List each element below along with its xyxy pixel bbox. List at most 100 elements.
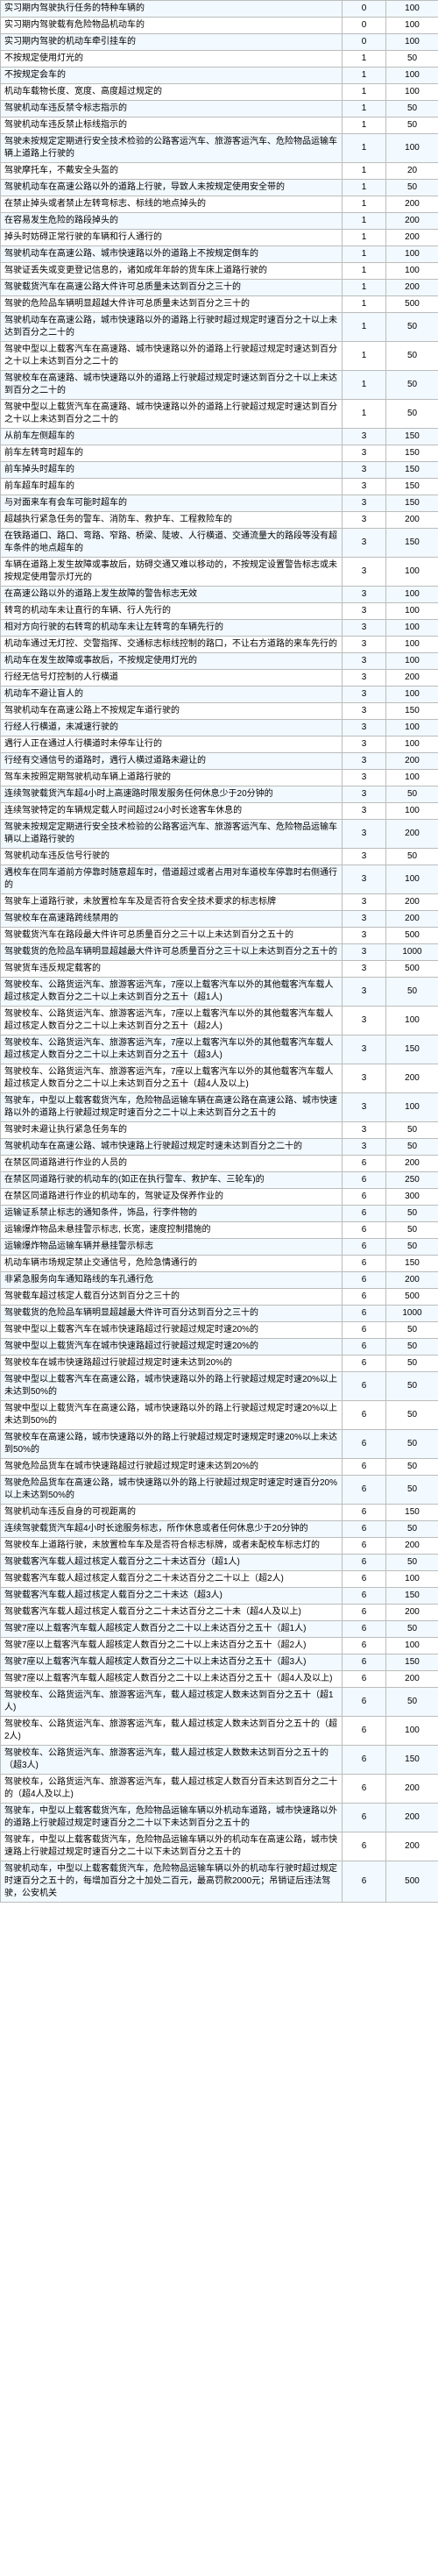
table-row: 不按规定会车的1100	[1, 68, 438, 84]
violation-description: 驾驶机动车在高速公路上不按规定车道行驶的	[1, 703, 343, 720]
fine-value: 50	[386, 1555, 438, 1571]
fine-value: 300	[386, 1189, 438, 1206]
fine-value: 100	[386, 68, 438, 84]
fine-value: 50	[386, 1322, 438, 1339]
violation-description: 驾驶中型以上载货汽车在高速路、城市快速路以外的道路上行驶超过规定时速达到百分之十…	[1, 400, 343, 429]
points-value: 1	[343, 163, 386, 180]
violation-description: 驾驶危险品货车在城市快速路超过行驶超过规定时速未达到20%的	[1, 1459, 343, 1476]
fine-value: 150	[386, 479, 438, 495]
violation-description: 掉头时妨碍正常行驶的车辆和行人通行的	[1, 230, 343, 246]
table-row: 在铁路道口、路口、弯路、窄路、桥梁、陡坡、人行横道、交通流量大的路段等没有超车条…	[1, 529, 438, 558]
points-value: 6	[343, 1459, 386, 1476]
fine-value: 100	[386, 1, 438, 18]
table-row: 连续驾驶特定的车辆规定载人时间超过24小时长途客车休息的3100	[1, 803, 438, 820]
points-value: 1	[343, 280, 386, 296]
points-value: 3	[343, 1093, 386, 1122]
table-row: 转弯的机动车未让直行的车辆、行人先行的3100	[1, 603, 438, 620]
table-row: 运输爆炸物品运输车辆并悬挂警示标志650	[1, 1239, 438, 1256]
points-value: 6	[343, 1571, 386, 1588]
violation-description: 驾驶载车超过核定人载百分达到百分之三十的	[1, 1289, 343, 1306]
violation-description: 车辆在道路上发生故障或事故后，妨碍交通又难以移动的，不按规定设置警告标志或未按规…	[1, 558, 343, 587]
fine-value: 200	[386, 911, 438, 928]
fine-value: 100	[386, 737, 438, 753]
table-row: 驾驶中型以上载客汽车在高速公路，城市快速路以外的路上行驶超过规定时速20%以上未…	[1, 1372, 438, 1401]
violation-description: 驾驶证丢失或变更登记信息的，诸如成年年龄的货车床上道路行驶的	[1, 263, 343, 280]
fine-value: 200	[386, 820, 438, 849]
points-value: 3	[343, 911, 386, 928]
fine-value: 200	[386, 213, 438, 230]
table-row: 驾驶机动车在高速公路、城市快速路以外的道路上不按规定倒车的1100	[1, 246, 438, 263]
table-row: 驾驶车，中型以上载客载货汽车，危险物品运输车辆以外机动车道路，城市快速路以外的道…	[1, 1804, 438, 1832]
violation-description: 驾驶7座以上载客汽车载人超核定人数百分之二十以上未达百分之五十（超4人及以上)	[1, 1671, 343, 1688]
table-row: 前车掉头时超车的3150	[1, 462, 438, 479]
violation-description: 驾驶载客汽车载人超过核定人载百分之二十未达（超3人)	[1, 1588, 343, 1605]
violation-description: 驾驶车上道路行驶，未放置检车车及是否符合安全技术要求的标志标牌	[1, 894, 343, 911]
violation-description: 驾驶机动车在高速公路，城市快速路以外的道路上行驶时超过规定时速百分之十以上未达到…	[1, 313, 343, 342]
violation-description: 相对方向行驶的右转弯的机动车未让左转弯的车辆先行的	[1, 620, 343, 637]
fine-value: 150	[386, 429, 438, 445]
points-value: 6	[343, 1804, 386, 1832]
violation-description: 驾驶载货汽车在路段最大件许可总质量百分之三十以上未达到百分之五十的	[1, 928, 343, 944]
violation-description: 驾驶未按规定定期进行安全技术检验的公路客运汽车、旅游客运汽车、危险物品运输车辆上…	[1, 134, 343, 163]
violation-description: 在禁区同道路进行作业的人员的	[1, 1156, 343, 1172]
table-row: 运输证系禁止标志的通知条件，饰品，行李件物的650	[1, 1206, 438, 1222]
fine-value: 100	[386, 84, 438, 101]
fine-value: 50	[386, 1476, 438, 1505]
table-row: 在禁区同道路进行作业的人员的6200	[1, 1156, 438, 1172]
fine-value: 200	[386, 280, 438, 296]
table-row: 在禁止掉头或者禁止左转弯标志、标线的地点掉头的1200	[1, 196, 438, 213]
violation-description: 实习期内驾驶载有危险物品机动车的	[1, 18, 343, 34]
points-value: 6	[343, 1588, 386, 1605]
fine-value: 50	[386, 1401, 438, 1430]
fine-value: 50	[386, 1521, 438, 1538]
table-row: 驾驶载客汽车载人超过核定人载百分之二十未达（超3人)6150	[1, 1588, 438, 1605]
violation-description: 驾驶货车违反规定载客的	[1, 961, 343, 978]
table-row: 驾驶机动车在高速公路以外的道路上行驶，导致人未按规定使用安全带的150	[1, 180, 438, 196]
violation-description: 与对面来车有会车可能时超车的	[1, 495, 343, 512]
points-value: 3	[343, 978, 386, 1007]
points-value: 3	[343, 637, 386, 653]
violation-description: 在高速公路以外的道路上发生故障的警告标志无效	[1, 587, 343, 603]
points-value: 3	[343, 786, 386, 803]
fine-value: 50	[386, 400, 438, 429]
table-row: 驾驶7座以上载客汽车载人超核定人数百分之二十以上未达百分之五十（超2人)6100	[1, 1638, 438, 1654]
points-value: 3	[343, 703, 386, 720]
fine-value: 100	[386, 1717, 438, 1746]
violation-description: 驾驶中型以上载客汽车在城市快速路超过行驶超过规定时速20%的	[1, 1322, 343, 1339]
points-value: 1	[343, 84, 386, 101]
violation-description: 驾驶校车、公路货运汽车、旅游客运汽车，载人超过核定人数未达到百分之五十的（超2人…	[1, 1717, 343, 1746]
table-row: 驾驶的危险品车辆明显超越大件许可总质量未达到百分之三十的1500	[1, 296, 438, 313]
fine-value: 1000	[386, 1306, 438, 1322]
table-row: 驾驶机动车违反信号行驶的350	[1, 849, 438, 865]
fine-value: 150	[386, 462, 438, 479]
table-row: 驾驶校车在高速路跨线禁用的3200	[1, 911, 438, 928]
table-row: 驾驶车，中型以上载客载货汽车，危险物品运输车辆在高速公路在高速公路、城市快速路以…	[1, 1093, 438, 1122]
fine-value: 100	[386, 18, 438, 34]
points-value: 3	[343, 1064, 386, 1093]
points-value: 3	[343, 1035, 386, 1064]
points-value: 3	[343, 653, 386, 670]
fine-value: 1000	[386, 944, 438, 961]
table-row: 驾驶校车，公路货运汽车、旅游客运汽车，载人超过核定人数百分百未达到百分之二十的（…	[1, 1775, 438, 1804]
violation-description: 遇校车在同车道前方停靠时随意超车时，借道超过或者占用对车道校车停靠时右侧通行的	[1, 865, 343, 894]
violations-table: 实习期内驾驶执行任务的特种车辆的0100实习期内驾驶载有危险物品机动车的0100…	[0, 0, 438, 1903]
table-row: 前车左转弯时超车的3150	[1, 445, 438, 462]
violation-description: 实习期内驾驶执行任务的特种车辆的	[1, 1, 343, 18]
violation-description: 驾驶摩托车，不戴安全头盔的	[1, 163, 343, 180]
fine-value: 50	[386, 313, 438, 342]
fine-value: 150	[386, 529, 438, 558]
fine-value: 150	[386, 1256, 438, 1272]
points-value: 3	[343, 720, 386, 737]
points-value: 6	[343, 1671, 386, 1688]
violation-description: 驾驶中型以上载货汽车在高速公路，城市快速路以外的路上行驶超过规定时速20%以上未…	[1, 1401, 343, 1430]
points-value: 6	[343, 1306, 386, 1322]
violation-description: 驾驶机动车，中型以上载客载货汽车，危险物品运输车辆以外的机动车行驶时超过规定时速…	[1, 1861, 343, 1903]
table-row: 驾驶机动车违反自身的可视距离的6150	[1, 1505, 438, 1521]
fine-value: 500	[386, 928, 438, 944]
table-row: 驾车未按照定期驾驶机动车辆上道路行驶的3100	[1, 770, 438, 786]
table-row: 行经人行横道，未减速行驶的3100	[1, 720, 438, 737]
table-row: 驾驶机动车在高速公路上不按规定车道行驶的3150	[1, 703, 438, 720]
table-row: 驾驶证丢失或变更登记信息的，诸如成年年龄的货车床上道路行驶的1100	[1, 263, 438, 280]
table-row: 机动车通过无灯控、交警指挥、交通标志标线控制的路口，不让右方道路的来车先行的31…	[1, 637, 438, 653]
table-row: 遇行人正在通过人行横道时未停车让行的3100	[1, 737, 438, 753]
